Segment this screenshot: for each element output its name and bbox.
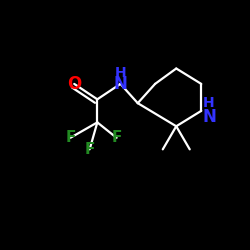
Text: H: H <box>114 66 126 80</box>
Text: N: N <box>114 75 127 93</box>
Text: F: F <box>84 142 95 157</box>
Text: N: N <box>202 108 216 126</box>
Text: O: O <box>67 75 81 93</box>
Text: F: F <box>112 130 122 145</box>
Text: H: H <box>203 96 215 110</box>
Text: F: F <box>65 130 76 145</box>
